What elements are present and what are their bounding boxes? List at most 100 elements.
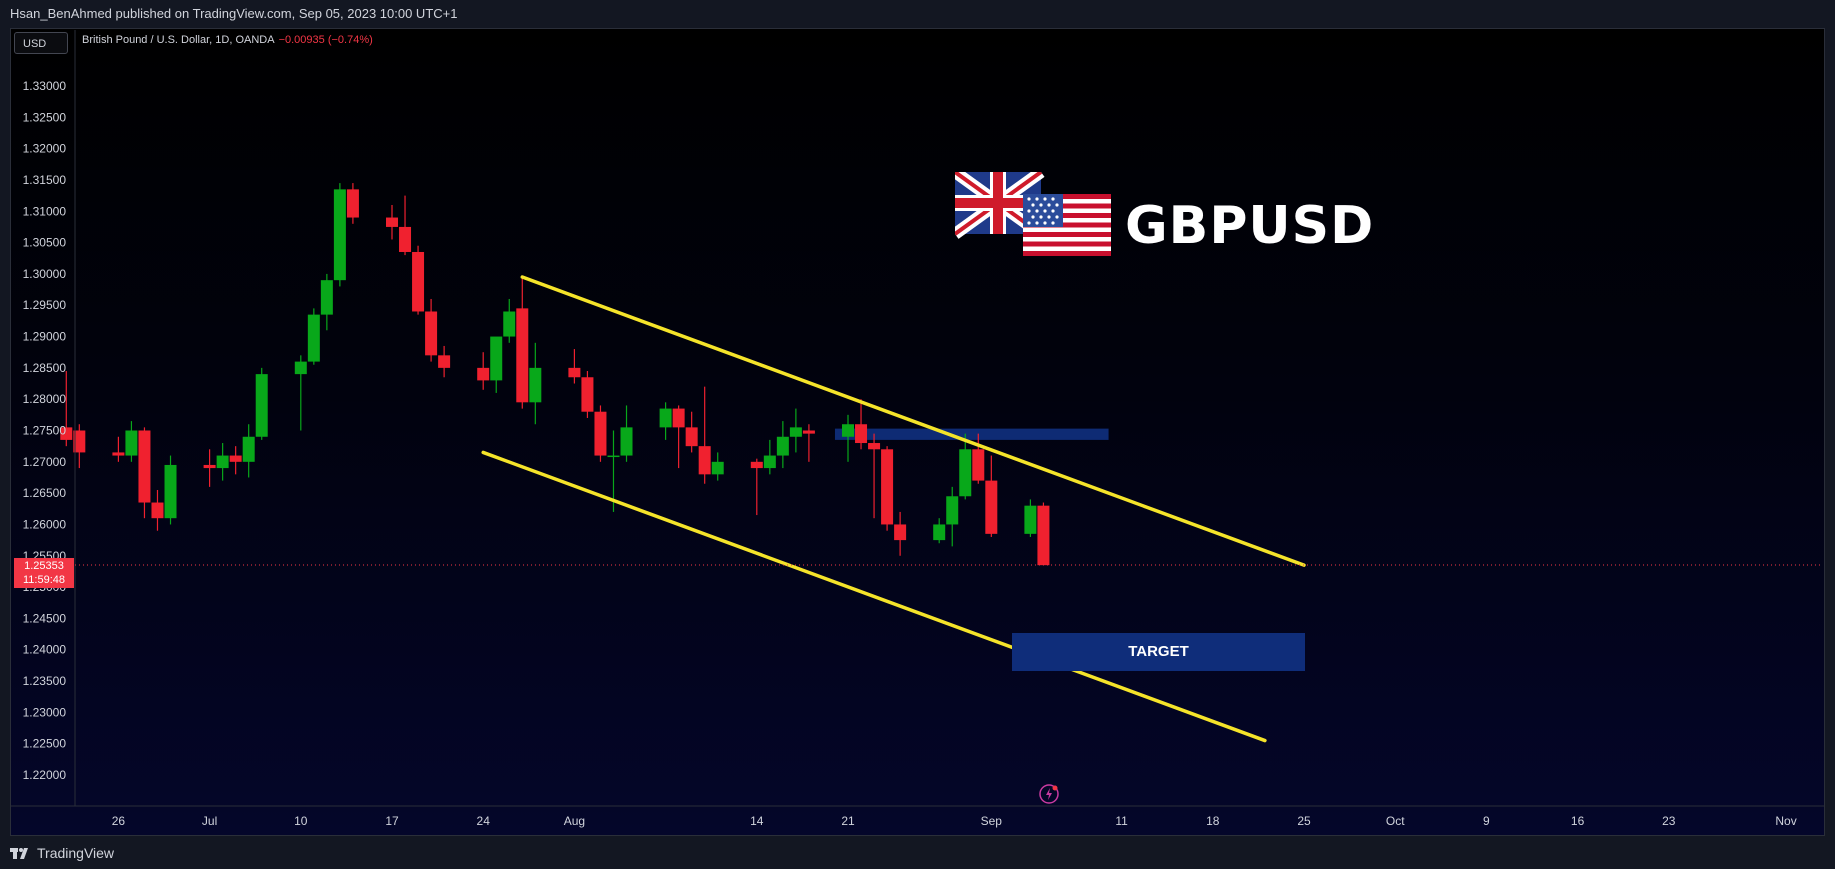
candle[interactable] bbox=[503, 298, 516, 343]
candle[interactable] bbox=[568, 349, 581, 384]
candle-body bbox=[333, 189, 346, 281]
candle[interactable] bbox=[972, 433, 985, 484]
candle[interactable] bbox=[894, 511, 907, 556]
candle[interactable] bbox=[672, 405, 685, 469]
tradingview-icon bbox=[10, 847, 28, 859]
candle[interactable] bbox=[294, 355, 307, 431]
candles bbox=[60, 183, 1050, 566]
candle[interactable] bbox=[490, 336, 503, 393]
candle-body bbox=[307, 314, 320, 362]
time-tick-label: 16 bbox=[1571, 814, 1585, 828]
candle-body bbox=[672, 408, 685, 428]
candle[interactable] bbox=[386, 205, 398, 240]
candle[interactable] bbox=[594, 405, 607, 462]
time-tick-label: 9 bbox=[1483, 814, 1490, 828]
candle[interactable] bbox=[776, 421, 789, 469]
candle[interactable] bbox=[842, 414, 854, 462]
candle[interactable] bbox=[711, 452, 724, 481]
candle-body bbox=[386, 217, 398, 227]
candle[interactable] bbox=[216, 443, 229, 481]
time-tick-label: Aug bbox=[564, 814, 585, 828]
candle-body bbox=[750, 461, 763, 469]
candle[interactable] bbox=[320, 273, 333, 331]
price-tick-label: 1.29000 bbox=[23, 330, 67, 344]
candle[interactable] bbox=[255, 367, 268, 440]
candle[interactable] bbox=[516, 277, 529, 409]
candle[interactable] bbox=[581, 370, 594, 418]
candle[interactable] bbox=[750, 458, 763, 516]
candle[interactable] bbox=[477, 352, 490, 390]
time-tick-label: Nov bbox=[1775, 814, 1796, 828]
candle[interactable] bbox=[425, 298, 438, 362]
candle[interactable] bbox=[933, 518, 946, 544]
candle[interactable] bbox=[620, 405, 633, 462]
footer: TradingView bbox=[0, 836, 1835, 869]
candle[interactable] bbox=[125, 421, 138, 462]
candle[interactable] bbox=[985, 455, 998, 537]
candle-body bbox=[425, 311, 438, 356]
candle[interactable] bbox=[1024, 499, 1037, 537]
candle-body bbox=[216, 455, 229, 469]
currency-button[interactable]: USD bbox=[14, 32, 68, 54]
candle[interactable] bbox=[60, 370, 73, 447]
candle[interactable] bbox=[789, 408, 802, 453]
candle[interactable] bbox=[333, 183, 346, 287]
candle[interactable] bbox=[164, 455, 177, 525]
candle[interactable] bbox=[855, 399, 868, 450]
candle[interactable] bbox=[685, 411, 698, 453]
time-tick-label: 18 bbox=[1206, 814, 1220, 828]
channel-line-upper[interactable] bbox=[520, 275, 1306, 567]
candle-body bbox=[698, 446, 711, 475]
time-tick-label: Oct bbox=[1386, 814, 1405, 828]
candle[interactable] bbox=[763, 439, 776, 475]
tradingview-logo[interactable]: TradingView bbox=[10, 845, 114, 861]
candle[interactable] bbox=[307, 308, 320, 365]
candle[interactable] bbox=[151, 490, 164, 531]
candle[interactable] bbox=[229, 446, 242, 475]
candle[interactable] bbox=[138, 427, 151, 519]
symbol-legend: British Pound / U.S. Dollar, 1D, OANDA −0… bbox=[82, 34, 373, 46]
lightning-icon[interactable] bbox=[1038, 783, 1060, 805]
candle[interactable] bbox=[399, 195, 412, 256]
candle[interactable] bbox=[346, 183, 359, 224]
time-tick-label: 24 bbox=[477, 814, 491, 828]
candle-body bbox=[894, 524, 907, 541]
zones bbox=[834, 428, 1109, 440]
candle-body bbox=[399, 226, 412, 252]
candle[interactable] bbox=[607, 430, 620, 512]
candle[interactable] bbox=[959, 433, 972, 500]
channel-lines bbox=[481, 275, 1306, 743]
candle[interactable] bbox=[881, 446, 894, 531]
candle-body bbox=[203, 464, 216, 469]
candle-body bbox=[60, 427, 73, 440]
price-tick-label: 1.28000 bbox=[23, 392, 67, 406]
resistance-zone bbox=[834, 428, 1109, 440]
time-tick-label: 17 bbox=[385, 814, 399, 828]
candle[interactable] bbox=[203, 449, 216, 487]
candle[interactable] bbox=[73, 424, 86, 469]
price-tick-label: 1.27000 bbox=[23, 455, 67, 469]
candle[interactable] bbox=[698, 386, 711, 484]
candle-body bbox=[477, 367, 490, 381]
candle[interactable] bbox=[242, 424, 255, 478]
channel-line-lower[interactable] bbox=[481, 450, 1267, 743]
price-tick-label: 1.30500 bbox=[23, 236, 67, 250]
tradingview-brand: TradingView bbox=[37, 844, 115, 861]
candle-body bbox=[529, 367, 542, 403]
candle[interactable] bbox=[529, 342, 542, 425]
flags-icon bbox=[955, 172, 1111, 256]
candlestick-chart[interactable]: 1.33000 1.32500 1.32000 1.31500 1.31000 1.305… bbox=[0, 0, 1835, 836]
price-tick-label: 1.27500 bbox=[23, 424, 67, 438]
candle[interactable] bbox=[659, 402, 672, 440]
candle[interactable] bbox=[946, 486, 959, 547]
candle-body bbox=[868, 443, 881, 450]
candle[interactable] bbox=[802, 424, 815, 462]
candle[interactable] bbox=[438, 345, 451, 378]
candle-body bbox=[1024, 505, 1037, 534]
time-tick-label: 23 bbox=[1662, 814, 1676, 828]
candle-body bbox=[607, 455, 620, 458]
candle[interactable] bbox=[1037, 502, 1050, 566]
candle[interactable] bbox=[412, 245, 425, 315]
candle[interactable] bbox=[868, 433, 881, 519]
candle[interactable] bbox=[112, 436, 125, 462]
